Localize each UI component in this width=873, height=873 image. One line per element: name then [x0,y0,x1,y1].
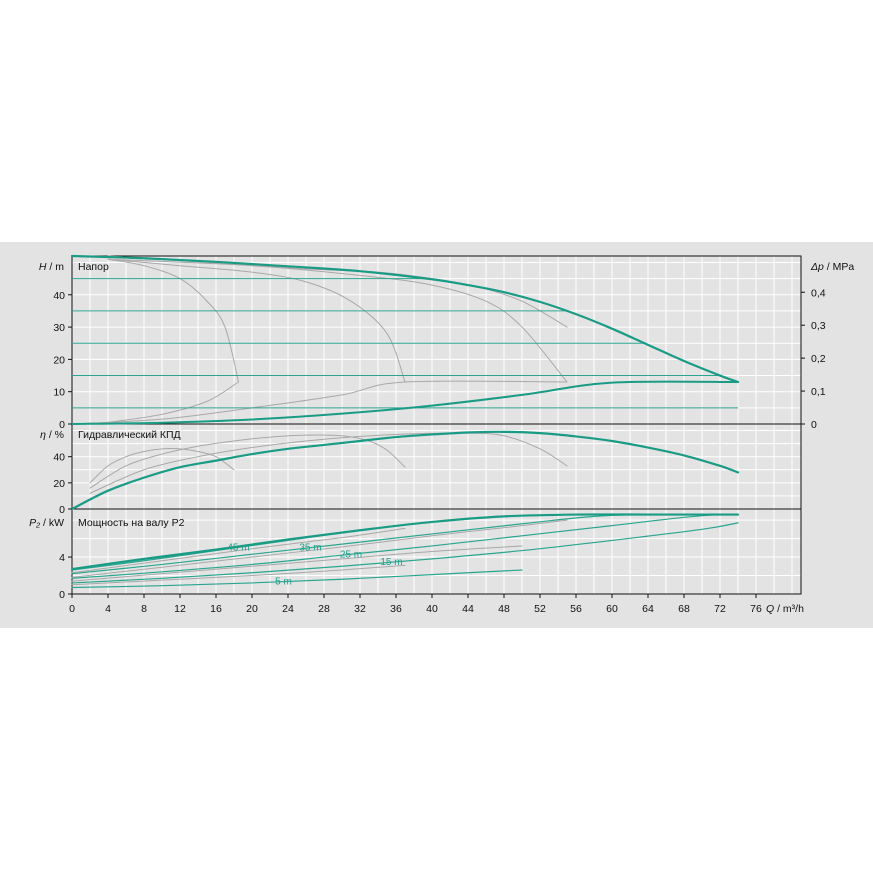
efficiency-gray-curve [89,432,568,494]
x-tick-label: 56 [570,603,582,615]
x-tick-label: 24 [282,603,294,615]
head-y-tick-label: 20 [53,354,65,366]
power-gray-curve [71,527,406,574]
eff-plot-area [72,424,801,509]
head-y-tick-label: 0 [59,419,65,431]
power-constant-head-curve [71,513,649,575]
power-curve-label: 15 m [380,557,402,568]
head-right-tick-label: 0,4 [811,287,826,299]
power-curve-label: 45 m [227,542,249,553]
head-right-tick-label: 0,2 [811,353,826,365]
efficiency-y-axis-label: η / % [40,429,64,441]
pow-plot-border [71,508,802,595]
x-tick-label: 32 [354,603,366,615]
head-right-tick-label: 0,1 [811,386,826,398]
head-panel-title: Напор [78,261,109,273]
efficiency-gray-curve [89,434,406,489]
chart-panel: 0 10 20 30 40 0 0,1 0,2 0,3 0,4 Напор H / m Δp / MPa… [0,242,873,628]
x-tick-label: 52 [534,603,546,615]
power-y-axis-label: P₂ / kW [29,517,64,529]
efficiency-y-tick-label: 20 [53,478,65,490]
x-tick-label: 28 [318,603,330,615]
x-tick-label: 12 [174,603,186,615]
x-tick-label: 60 [606,603,618,615]
x-tick-label: 36 [390,603,402,615]
head-max-curve [70,254,740,384]
power-constant-head-curve [71,513,721,579]
head-y-tick-label: 10 [53,387,65,399]
power-panel-title: Мощность на валу P2 [78,517,185,529]
power-curve-label: 5 m [275,577,292,588]
x-tick-label: 0 [69,603,75,615]
head-plot-area [72,256,801,424]
efficiency-main-curve [70,430,740,511]
efficiency-y-tick-label: 0 [59,504,65,516]
efficiency-panel-title: Гидравлический КПД [78,429,181,441]
head-right-tick-label: 0 [811,419,817,431]
head-y-tick-label: 30 [53,322,65,334]
power-constant-head-curve [71,522,739,584]
x-tick-label: 76 [750,603,762,615]
x-tick-label: 44 [462,603,474,615]
x-tick-label: 16 [210,603,222,615]
head-gray-curve [107,258,568,383]
power-constant-head-curve [71,569,523,589]
x-tick-label: 4 [105,603,111,615]
power-main-curve [70,513,740,571]
x-tick-label: 40 [426,603,438,615]
head-gray-system-curve [71,380,568,425]
head-right-tick-label: 0,3 [811,320,826,332]
head-y-axis-label: H / m [39,261,64,273]
x-tick-label: 8 [141,603,147,615]
power-y-tick-label: 4 [59,552,65,564]
head-system-curve [71,380,739,425]
head-gray-lower-curve [107,381,239,423]
x-tick-label: 64 [642,603,654,615]
power-gray-curve [71,564,406,586]
head-right-axis-label: Δp / MPa [810,261,854,273]
head-y-tick-label: 40 [53,290,65,302]
power-curve-label: 35 m [299,543,321,554]
x-tick-label: 68 [678,603,690,615]
power-y-tick-label: 0 [59,589,65,601]
head-gray-curve [107,258,239,383]
power-gray-curve [71,519,568,578]
power-gray-curve [71,545,523,582]
head-gray-curve [107,258,406,383]
x-tick-label: 20 [246,603,258,615]
x-tick-label: 72 [714,603,726,615]
power-curve-label: 25 m [340,549,362,560]
x-axis-label: Q / m³/h [766,603,804,615]
x-tick-label: 48 [498,603,510,615]
efficiency-y-tick-label: 40 [53,452,65,464]
